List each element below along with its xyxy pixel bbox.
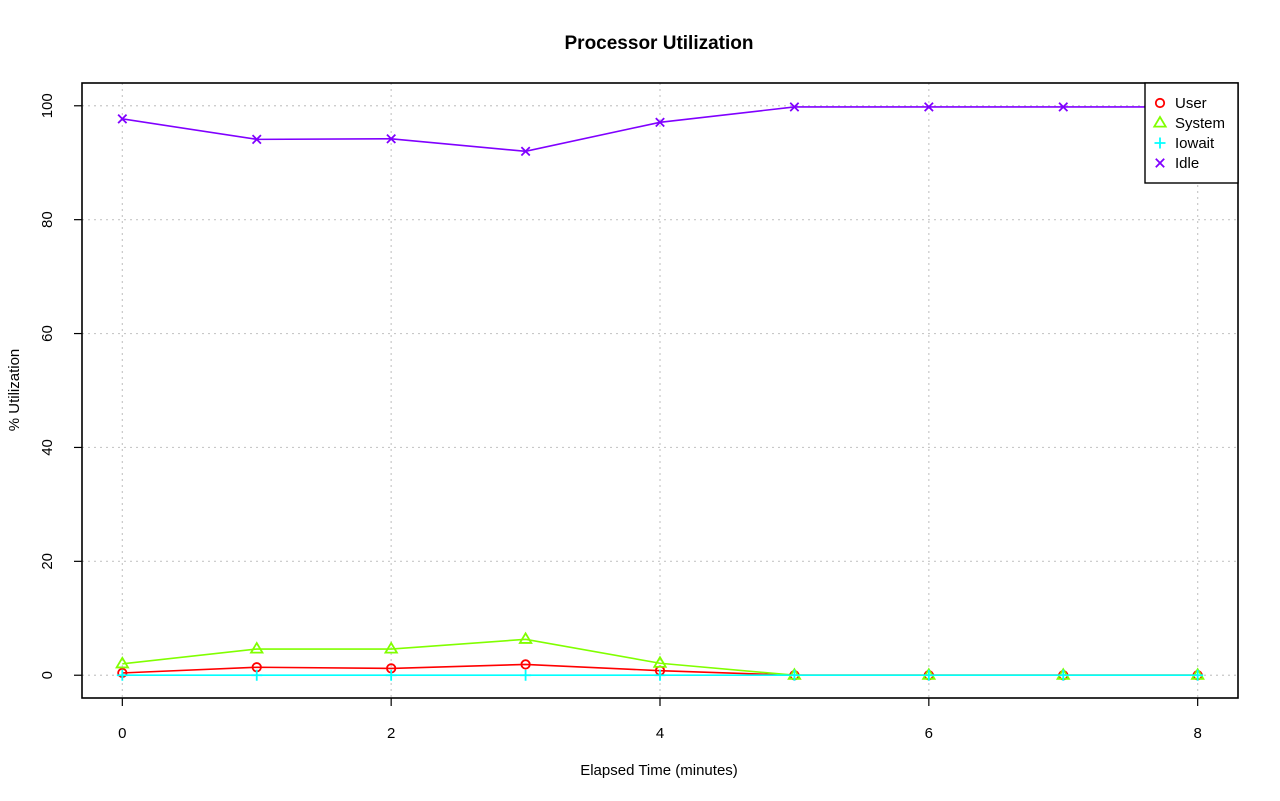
legend: User System Iowait Idle [1144,82,1239,184]
y-tick-label: 40 [39,439,56,456]
data-point-iowait [1057,669,1069,681]
data-point-user [520,659,531,670]
y-tick-label: 0 [39,671,56,679]
chart-title: Processor Utilization [565,33,754,54]
data-point-iowait [788,669,800,681]
x-axis-label: Elapsed Time (minutes) [580,762,738,779]
data-point-iowait [520,669,532,681]
y-tick-label: 60 [39,325,56,342]
data-point-system [115,656,130,669]
data-point-iowait [654,669,666,681]
y-tick-label: 100 [39,93,56,118]
y-axis-label: % Utilization [6,349,23,432]
x-tick-label: 2 [387,725,395,742]
data-point-idle [520,146,531,157]
legend-marker-idle [1155,158,1165,168]
x-tick-label: 4 [656,725,664,742]
grid-lines [82,83,1238,698]
data-point-system [249,641,265,654]
x-axis: 0 2 4 6 8 [118,698,1202,742]
data-point-system [383,641,399,654]
legend-label-user: User [1175,95,1207,112]
y-axis: 0 20 40 60 80 100 [39,93,82,679]
data-point-idle [386,133,396,144]
data-point-idle [924,102,934,112]
data-point-idle [789,102,800,112]
y-tick-label: 20 [39,553,56,570]
data-point-idle [1058,102,1069,112]
data-point-iowait [251,669,263,681]
data-point-system [518,631,533,644]
legend-marker-system [1152,115,1168,128]
x-tick-label: 0 [118,725,126,742]
y-tick-label: 80 [39,211,56,228]
x-tick-label: 8 [1194,725,1202,742]
data-point-iowait [385,669,397,681]
data-point-idle [655,117,665,128]
legend-label-iowait: Iowait [1175,135,1215,152]
data-point-iowait [923,669,935,681]
data-point-iowait [1192,669,1204,681]
data-point-idle [117,114,128,124]
x-tick-label: 6 [925,725,933,742]
legend-label-idle: Idle [1175,155,1199,172]
data-point-idle [251,134,262,145]
legend-marker-user [1154,97,1166,109]
legend-marker-iowait [1154,137,1166,149]
legend-label-system: System [1175,115,1225,132]
series-markers [115,102,1205,681]
data-point-iowait [116,669,128,681]
data-point-system [652,655,668,668]
